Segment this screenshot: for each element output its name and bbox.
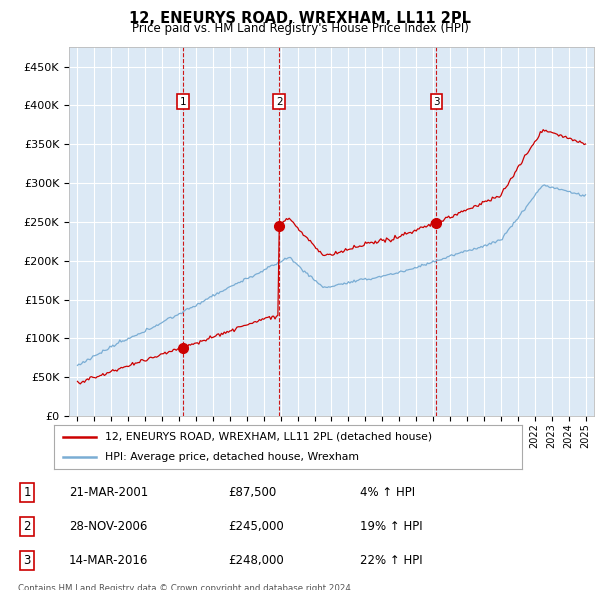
Text: £87,500: £87,500 — [228, 486, 276, 499]
Text: 14-MAR-2016: 14-MAR-2016 — [69, 554, 148, 567]
Text: Price paid vs. HM Land Registry's House Price Index (HPI): Price paid vs. HM Land Registry's House … — [131, 22, 469, 35]
Text: 3: 3 — [433, 97, 440, 107]
Text: £248,000: £248,000 — [228, 554, 284, 567]
Text: 2: 2 — [276, 97, 283, 107]
Text: Contains HM Land Registry data © Crown copyright and database right 2024.
This d: Contains HM Land Registry data © Crown c… — [18, 585, 353, 590]
Text: HPI: Average price, detached house, Wrexham: HPI: Average price, detached house, Wrex… — [106, 452, 359, 462]
Text: 22% ↑ HPI: 22% ↑ HPI — [360, 554, 422, 567]
Text: 3: 3 — [23, 554, 31, 567]
Text: 2: 2 — [23, 520, 31, 533]
Text: 19% ↑ HPI: 19% ↑ HPI — [360, 520, 422, 533]
Text: 21-MAR-2001: 21-MAR-2001 — [69, 486, 148, 499]
Text: 1: 1 — [23, 486, 31, 499]
Text: 12, ENEURYS ROAD, WREXHAM, LL11 2PL: 12, ENEURYS ROAD, WREXHAM, LL11 2PL — [129, 11, 471, 25]
Text: 1: 1 — [179, 97, 186, 107]
Text: 4% ↑ HPI: 4% ↑ HPI — [360, 486, 415, 499]
Text: £245,000: £245,000 — [228, 520, 284, 533]
Text: 28-NOV-2006: 28-NOV-2006 — [69, 520, 148, 533]
Text: 12, ENEURYS ROAD, WREXHAM, LL11 2PL (detached house): 12, ENEURYS ROAD, WREXHAM, LL11 2PL (det… — [106, 432, 433, 442]
